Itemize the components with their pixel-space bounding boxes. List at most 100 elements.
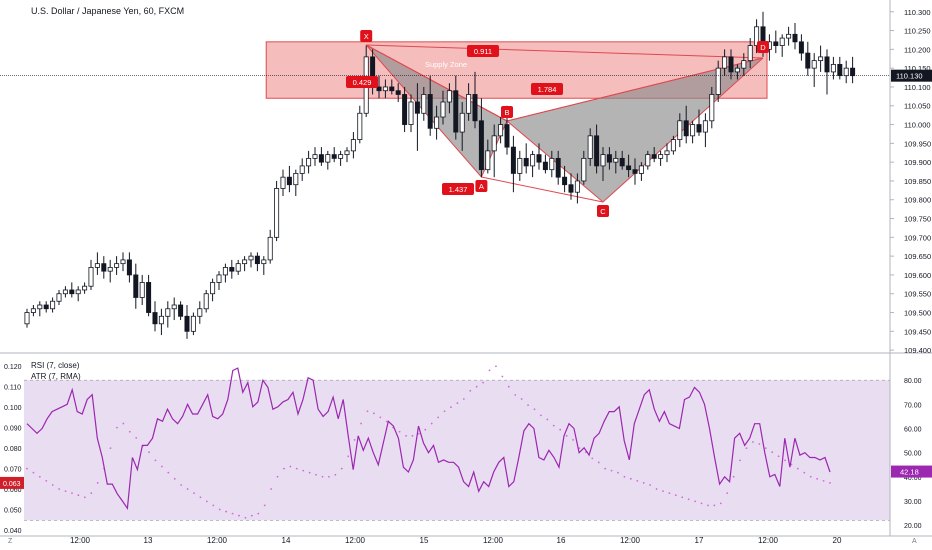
atr-point (597, 461, 600, 464)
candle-up (267, 236, 273, 261)
atr-point (321, 475, 324, 478)
axis-corner-left: Z (8, 538, 13, 545)
candle-up (613, 157, 619, 163)
candle-down (453, 90, 459, 133)
time-tick-label: 12:00 (207, 536, 228, 545)
chart-title: U.S. Dollar / Japanese Yen, 60, FXCM (31, 6, 185, 16)
price-tick-label: 109.550 (904, 290, 931, 299)
atr-point (385, 420, 388, 423)
candle-down (683, 120, 689, 137)
candle-up (434, 116, 440, 129)
atr-point (475, 385, 478, 388)
candle-up (62, 289, 68, 295)
candle-up (75, 289, 81, 295)
candle-down (254, 255, 260, 265)
candle-down (331, 154, 337, 159)
atr-point (276, 475, 279, 478)
atr-point (64, 490, 67, 493)
candle-up (779, 37, 785, 46)
time-tick-label: 15 (420, 536, 429, 545)
candle-down (376, 86, 382, 92)
candle-down (133, 274, 139, 298)
atr-point (154, 459, 157, 462)
candle-up (197, 308, 203, 317)
atr-point (784, 459, 786, 462)
rsi-tick-label: 50.00 (904, 451, 922, 458)
candle-up (645, 154, 651, 167)
candle-down (152, 312, 158, 325)
time-tick-label: 14 (282, 536, 291, 545)
atr-tick-label: 0.110 (4, 385, 21, 392)
time-tick-label: 12:00 (70, 536, 91, 545)
atr-point (366, 410, 369, 413)
candle-down (651, 154, 657, 159)
candle-up (459, 112, 465, 133)
candle-up (786, 33, 792, 39)
atr-point (726, 492, 729, 495)
candle-down (594, 135, 600, 167)
candle-up (235, 263, 241, 272)
atr-point (771, 451, 774, 454)
atr-point (186, 488, 189, 490)
candle-up (830, 63, 836, 73)
atr-point (482, 381, 485, 384)
ratio-label-bg (442, 183, 474, 195)
atr-point (604, 467, 607, 470)
atr-point (796, 467, 799, 470)
price-tick-label: 109.750 (904, 215, 931, 224)
price-tick-label: 110.250 (904, 27, 931, 36)
atr-point (71, 492, 73, 495)
candle-up (312, 154, 318, 159)
rsi-tick-label: 60.00 (904, 427, 922, 434)
atr-point (829, 482, 831, 484)
candle-up (811, 60, 817, 69)
candle-up (94, 263, 100, 268)
atr-point (328, 475, 330, 478)
candle-up (261, 259, 267, 265)
candle-down (773, 41, 779, 46)
atr-point (546, 418, 549, 421)
atr-point (32, 471, 35, 474)
atr-point (122, 422, 125, 425)
price-tick-label: 109.950 (904, 139, 931, 148)
rsi-line (26, 367, 831, 510)
atr-point (649, 484, 652, 486)
time-tick-label: 12:00 (620, 536, 641, 545)
candles (24, 11, 856, 339)
atr-point (430, 422, 433, 425)
candle-up (690, 124, 696, 137)
price-tick-label: 110.050 (904, 102, 931, 111)
atr-point (578, 447, 581, 450)
atr-point (96, 482, 99, 484)
atr-point (514, 393, 517, 396)
candle-up (722, 56, 728, 69)
candle-down (178, 304, 184, 317)
atr-point (681, 496, 684, 499)
candle-down (427, 94, 433, 129)
candle-up (299, 165, 305, 174)
atr-point (225, 510, 228, 513)
atr-point (700, 502, 703, 505)
candle-down (805, 52, 811, 69)
candle-up (491, 135, 497, 152)
atr-point (803, 471, 806, 474)
candle-down (184, 315, 190, 332)
candle-up (440, 101, 446, 118)
rsi-tick-label: 70.00 (904, 402, 922, 409)
atr-point (167, 471, 170, 474)
atr-point (758, 443, 761, 445)
candle-up (517, 157, 523, 174)
candle-down (478, 120, 484, 171)
atr-point (629, 477, 632, 480)
candle-up (741, 60, 747, 69)
atr-point (257, 512, 260, 515)
atr-point (180, 484, 183, 486)
ratio-line-ac (481, 176, 604, 203)
candle-up (165, 308, 171, 317)
atr-point (565, 434, 568, 437)
candle-down (318, 154, 324, 163)
candle-up (171, 304, 177, 310)
atr-point (411, 434, 414, 437)
atr-point (289, 465, 292, 468)
